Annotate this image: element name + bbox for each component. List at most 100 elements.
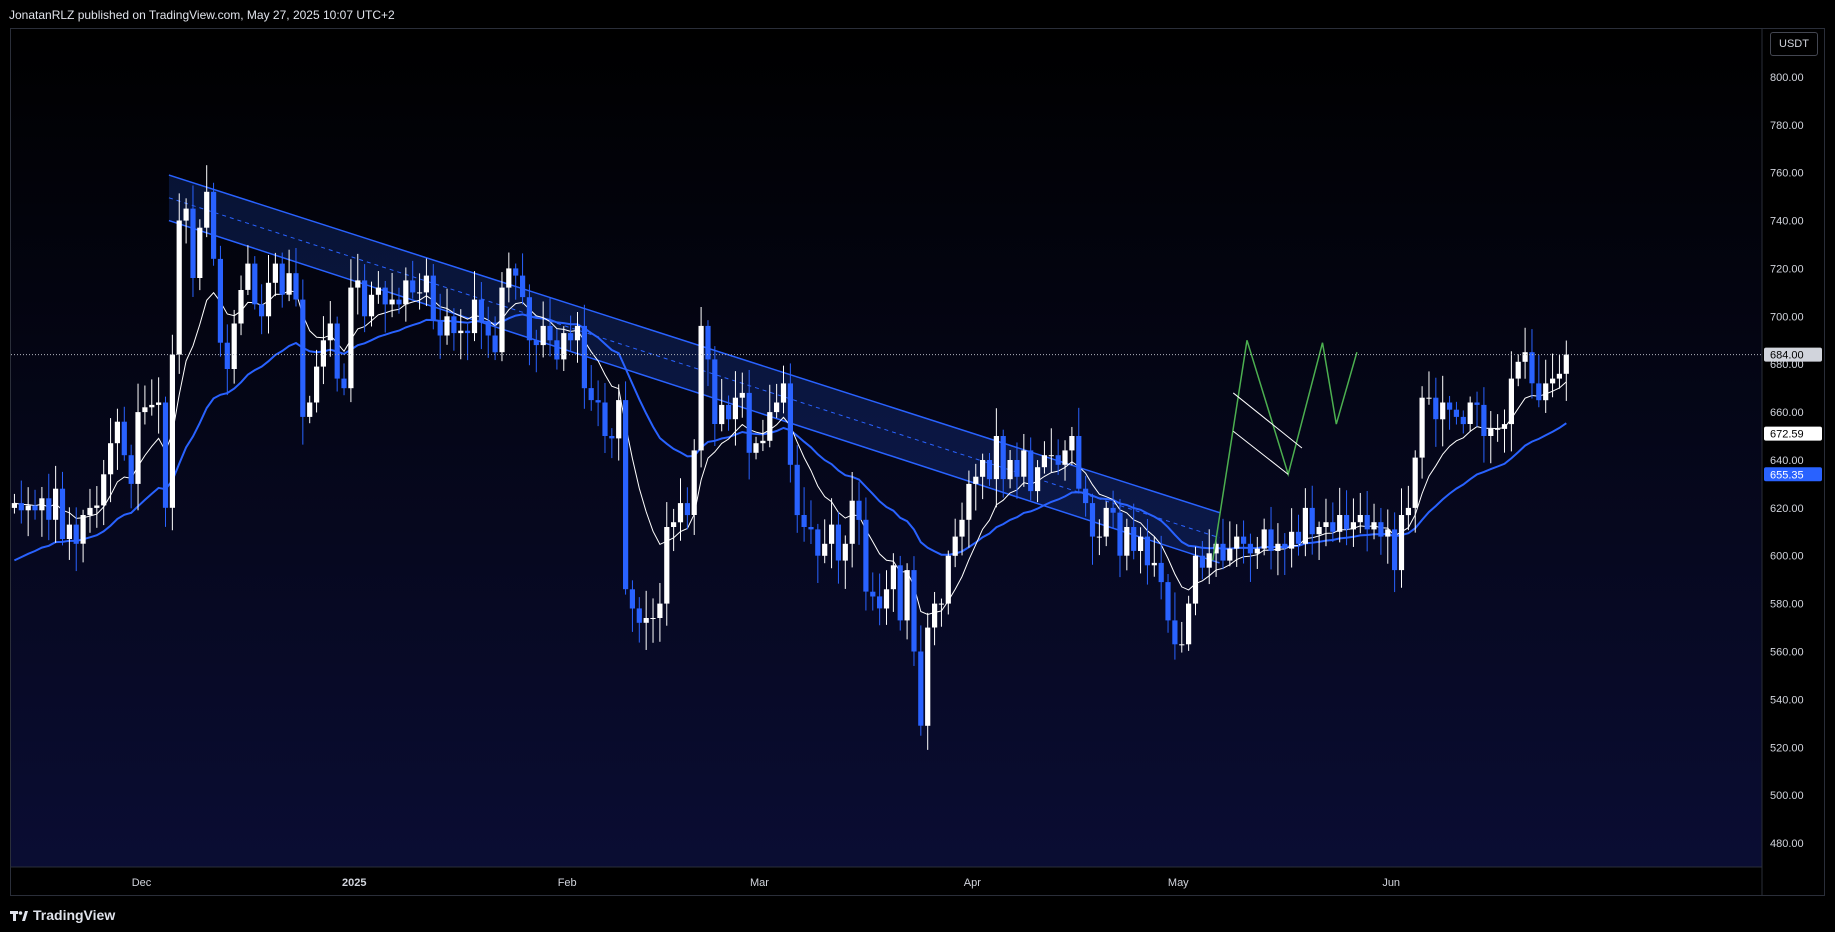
candle: [1206, 529, 1212, 585]
zigzag-pattern-line[interactable]: [1211, 340, 1358, 561]
price-tick-label: 700.00: [1770, 311, 1804, 323]
candle-body: [520, 275, 526, 298]
candle-body: [1035, 467, 1041, 492]
candle-body: [1392, 529, 1398, 571]
candle-body: [162, 402, 169, 508]
candle-body: [1069, 436, 1075, 451]
currency-button[interactable]: USDT: [1770, 32, 1818, 56]
candle-body: [1337, 515, 1343, 532]
candle: [629, 580, 635, 632]
candle-body: [231, 323, 237, 369]
candle-body: [1083, 488, 1089, 504]
candle-body: [650, 618, 656, 619]
candle: [1419, 386, 1425, 479]
candle: [1069, 426, 1075, 466]
candle-body: [252, 263, 258, 305]
candle: [938, 598, 944, 627]
candle: [87, 488, 93, 533]
candle: [1014, 442, 1020, 499]
candle: [595, 380, 601, 427]
candle-body: [952, 536, 958, 556]
candle-body: [272, 263, 278, 283]
candle-body: [835, 524, 841, 561]
candle-body: [1426, 397, 1432, 399]
price-tick-label: 540.00: [1770, 694, 1804, 706]
candle: [1076, 407, 1082, 494]
candle: [815, 523, 821, 584]
candle: [753, 436, 759, 460]
candle-body: [698, 325, 704, 451]
candle-body: [1474, 402, 1480, 405]
candle-body: [897, 565, 903, 621]
candle-body: [918, 651, 924, 726]
candle: [1556, 354, 1562, 389]
wedge-upper-line[interactable]: [1232, 392, 1303, 449]
candle: [664, 502, 670, 626]
candle-body: [478, 299, 484, 322]
candle-body: [774, 402, 780, 413]
candle-body: [705, 325, 711, 360]
price-tag: [1764, 426, 1822, 441]
candle-body: [856, 500, 862, 520]
candle-body: [1096, 536, 1102, 538]
candle: [259, 284, 265, 335]
candle-body: [1007, 460, 1013, 480]
candle: [732, 371, 738, 446]
wedge-lower-line[interactable]: [1232, 430, 1289, 475]
candle-body: [1028, 450, 1034, 492]
candle-body: [1515, 361, 1521, 379]
candle: [1103, 501, 1109, 547]
candle: [465, 323, 471, 361]
candle-body: [149, 404, 155, 408]
candle: [636, 597, 642, 643]
price-chart[interactable]: 480.00 500.00 520.00 540.00 560.00 580.00 600.…: [11, 29, 1824, 895]
candle-body: [1234, 536, 1240, 549]
candle: [526, 284, 532, 366]
candle: [918, 625, 924, 736]
candle: [623, 381, 629, 595]
candle: [355, 253, 361, 315]
candle: [1220, 518, 1226, 570]
candle-body: [1550, 378, 1556, 384]
candle: [1323, 498, 1329, 547]
candle: [705, 320, 711, 387]
candle: [1508, 351, 1514, 452]
candle-body: [1254, 548, 1260, 554]
candle: [1261, 518, 1267, 556]
candle-body: [739, 392, 745, 398]
candle: [403, 267, 409, 322]
candle-body: [1186, 603, 1192, 645]
candle: [1110, 490, 1116, 528]
candle: [945, 550, 951, 615]
candle: [1440, 375, 1446, 447]
candle: [925, 612, 931, 750]
candle-body: [1289, 531, 1295, 549]
candle-body: [1199, 555, 1205, 568]
candle: [1247, 533, 1253, 582]
time-tick-label: Jun: [1382, 877, 1400, 889]
candle: [554, 329, 560, 370]
candle-body: [959, 519, 965, 537]
candle: [1515, 354, 1521, 387]
candle: [890, 553, 896, 612]
candle-body: [616, 400, 622, 439]
price-tag-label: 655.35: [1770, 469, 1804, 481]
candle-body: [595, 400, 601, 403]
time-axis-background: [11, 867, 1762, 895]
candle: [265, 255, 272, 334]
candle: [1041, 441, 1047, 474]
candle-body: [1213, 543, 1219, 554]
candle-body: [540, 325, 546, 346]
candle: [959, 502, 965, 556]
candle-body: [135, 412, 141, 484]
channel-mid-line: [168, 197, 1220, 539]
candle-body: [66, 524, 72, 539]
candle-body: [176, 220, 182, 355]
candle-body: [932, 603, 938, 628]
candle: [341, 363, 347, 396]
price-tick-label: 580.00: [1770, 599, 1804, 611]
candle: [574, 312, 581, 363]
candle: [183, 198, 189, 244]
candle-body: [1371, 522, 1377, 530]
candle: [787, 363, 793, 483]
